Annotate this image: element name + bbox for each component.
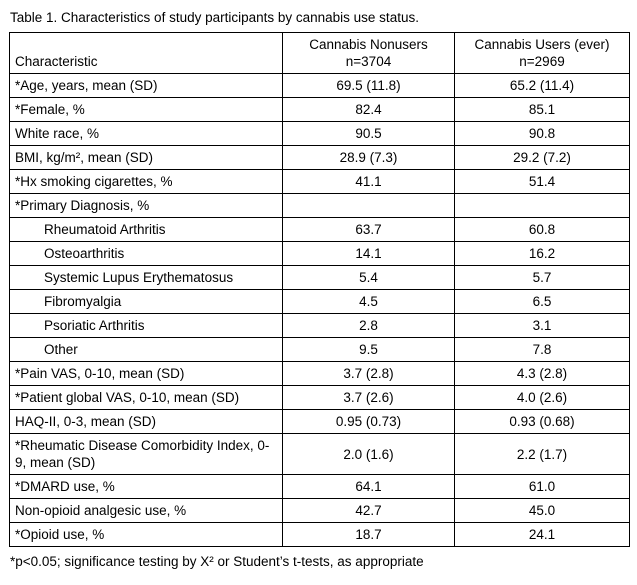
table-row: *Age, years, mean (SD) 69.5 (11.8) 65.2 …	[9, 73, 630, 98]
table-row: *Primary Diagnosis, %	[9, 193, 630, 218]
row-label: Non-opioid analgesic use, %	[9, 498, 283, 523]
table-row: *Pain VAS, 0-10, mean (SD) 3.7 (2.8) 4.3…	[9, 361, 630, 386]
nonusers-value: 9.5	[282, 337, 455, 362]
users-value: 2.2 (1.7)	[454, 433, 630, 475]
nonusers-value: 28.9 (7.3)	[282, 145, 455, 170]
table-title: Table 1. Characteristics of study partic…	[10, 10, 419, 25]
row-label: HAQ-II, 0-3, mean (SD)	[9, 409, 283, 434]
nonusers-value: 0.95 (0.73)	[282, 409, 455, 434]
table-row: *Female, % 82.4 85.1	[9, 97, 630, 122]
users-value: 5.7	[454, 265, 630, 290]
users-value: 16.2	[454, 241, 630, 266]
users-value: 24.1	[454, 522, 630, 547]
nonusers-value: 42.7	[282, 498, 455, 523]
users-value: 29.2 (7.2)	[454, 145, 630, 170]
nonusers-value: 2.0 (1.6)	[282, 433, 455, 475]
column-header-nonusers-n: n=3704	[345, 54, 392, 69]
users-value: 4.0 (2.6)	[454, 385, 630, 410]
users-value: 3.1	[454, 313, 630, 338]
table-header-row: Characteristic Cannabis Nonusers n=3704 …	[9, 32, 630, 74]
column-header-nonusers: Cannabis Nonusers n=3704	[282, 32, 455, 74]
row-label: *Rheumatic Disease Comorbidity Index, 0-…	[9, 433, 283, 475]
users-value	[454, 193, 630, 218]
users-value: 6.5	[454, 289, 630, 314]
row-label: *Opioid use, %	[9, 522, 283, 547]
table-row: HAQ-II, 0-3, mean (SD) 0.95 (0.73) 0.93 …	[9, 409, 630, 434]
table-row: Fibromyalgia 4.5 6.5	[9, 289, 630, 314]
nonusers-value: 2.8	[282, 313, 455, 338]
nonusers-value: 82.4	[282, 97, 455, 122]
table-row: *Rheumatic Disease Comorbidity Index, 0-…	[9, 433, 630, 475]
nonusers-value: 69.5 (11.8)	[282, 73, 455, 98]
table-row: *Hx smoking cigarettes, % 41.1 51.4	[9, 169, 630, 194]
column-header-users: Cannabis Users (ever) n=2969	[454, 32, 630, 74]
table-row: BMI, kg/m², mean (SD) 28.9 (7.3) 29.2 (7…	[9, 145, 630, 170]
row-label: Other	[9, 337, 283, 362]
table-row: Rheumatoid Arthritis 63.7 60.8	[9, 217, 630, 242]
row-label: Osteoarthritis	[9, 241, 283, 266]
row-label: *Female, %	[9, 97, 283, 122]
table-row: White race, % 90.5 90.8	[9, 121, 630, 146]
table-row: Osteoarthritis 14.1 16.2	[9, 241, 630, 266]
column-header-users-title: Cannabis Users (ever)	[474, 37, 610, 52]
row-label: Fibromyalgia	[9, 289, 283, 314]
table-footnote: *p<0.05; significance testing by X² or S…	[10, 554, 424, 569]
table-row: *DMARD use, % 64.1 61.0	[9, 474, 630, 499]
nonusers-value: 90.5	[282, 121, 455, 146]
nonusers-value: 64.1	[282, 474, 455, 499]
table-row: Systemic Lupus Erythematosus 5.4 5.7	[9, 265, 630, 290]
nonusers-value: 5.4	[282, 265, 455, 290]
nonusers-value: 41.1	[282, 169, 455, 194]
table-row: *Patient global VAS, 0-10, mean (SD) 3.7…	[9, 385, 630, 410]
row-label: *Age, years, mean (SD)	[9, 73, 283, 98]
table-row: Other 9.5 7.8	[9, 337, 630, 362]
users-value: 60.8	[454, 217, 630, 242]
nonusers-value: 3.7 (2.6)	[282, 385, 455, 410]
column-header-nonusers-title: Cannabis Nonusers	[309, 37, 428, 52]
study-characteristics-table: Characteristic Cannabis Nonusers n=3704 …	[9, 32, 630, 547]
nonusers-value: 4.5	[282, 289, 455, 314]
row-label: *Pain VAS, 0-10, mean (SD)	[9, 361, 283, 386]
table-row: *Opioid use, % 18.7 24.1	[9, 522, 630, 547]
nonusers-value: 63.7	[282, 217, 455, 242]
users-value: 7.8	[454, 337, 630, 362]
row-label: BMI, kg/m², mean (SD)	[9, 145, 283, 170]
nonusers-value: 14.1	[282, 241, 455, 266]
users-value: 85.1	[454, 97, 630, 122]
nonusers-value: 3.7 (2.8)	[282, 361, 455, 386]
row-label: White race, %	[9, 121, 283, 146]
row-label: Psoriatic Arthritis	[9, 313, 283, 338]
row-label: *Primary Diagnosis, %	[9, 193, 283, 218]
column-header-users-n: n=2969	[519, 54, 565, 69]
users-value: 45.0	[454, 498, 630, 523]
users-value: 65.2 (11.4)	[454, 73, 630, 98]
users-value: 4.3 (2.8)	[454, 361, 630, 386]
row-label: *DMARD use, %	[9, 474, 283, 499]
table-row: Non-opioid analgesic use, % 42.7 45.0	[9, 498, 630, 523]
users-value: 61.0	[454, 474, 630, 499]
users-value: 0.93 (0.68)	[454, 409, 630, 434]
nonusers-value	[282, 193, 455, 218]
row-label: Rheumatoid Arthritis	[9, 217, 283, 242]
users-value: 51.4	[454, 169, 630, 194]
row-label: Systemic Lupus Erythematosus	[9, 265, 283, 290]
nonusers-value: 18.7	[282, 522, 455, 547]
users-value: 90.8	[454, 121, 630, 146]
column-header-characteristic: Characteristic	[9, 32, 283, 74]
table-row: Psoriatic Arthritis 2.8 3.1	[9, 313, 630, 338]
row-label: *Patient global VAS, 0-10, mean (SD)	[9, 385, 283, 410]
row-label: *Hx smoking cigarettes, %	[9, 169, 283, 194]
